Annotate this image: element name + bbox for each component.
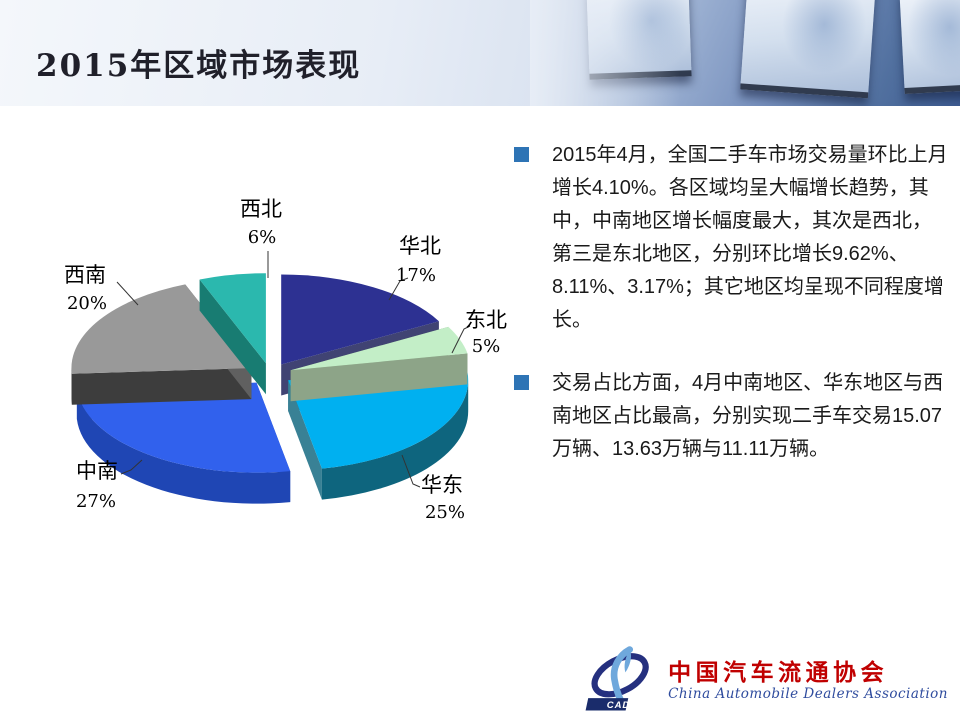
svg-text:27%: 27% (76, 491, 116, 512)
svg-text:华东: 华东 (421, 473, 463, 497)
bullet-marker-icon (514, 147, 529, 162)
cada-logo-icon: CADA (585, 646, 649, 711)
svg-text:17%: 17% (396, 265, 436, 286)
bullet-marker-icon (514, 375, 529, 390)
header-cubes-image (530, 0, 960, 106)
svg-text:华北: 华北 (399, 234, 441, 258)
svg-text:东北: 东北 (465, 308, 507, 332)
svg-text:20%: 20% (67, 293, 107, 314)
header-band: 2015年区域市场表现 (0, 0, 960, 106)
cube-graphic (740, 0, 876, 99)
svg-text:25%: 25% (425, 502, 465, 523)
page-title: 2015年区域市场表现 (36, 48, 362, 84)
svg-text:5%: 5% (472, 336, 501, 357)
logo-en-name: China Automobile Dealers Association (668, 686, 948, 703)
bullet-item-2: 交易占比方面，4月中南地区、华东地区与西南地区占比最高，分别实现二手车交易15.… (514, 367, 948, 466)
svg-text:CADA: CADA (607, 700, 638, 711)
logo-cn-name: 中国汽车流通协会 (668, 659, 889, 686)
region-share-pie-chart: 华北 17% 东北 5% 华东 25% 中南 27% 西南 20% 西北 6% (28, 183, 538, 563)
svg-text:西北: 西北 (240, 197, 282, 221)
cada-logo: CADA 中国汽车流通协会 China Automobile Dealers A… (582, 646, 948, 716)
bullet-item-1: 2015年4月，全国二手车市场交易量环比上月增长4.10%。各区域均呈大幅增长趋… (514, 139, 948, 337)
header-fade (530, 0, 680, 106)
svg-text:6%: 6% (248, 227, 277, 248)
svg-text:中南: 中南 (76, 459, 118, 483)
bullet-text-2: 交易占比方面，4月中南地区、华东地区与西南地区占比最高，分别实现二手车交易15.… (552, 372, 944, 460)
key-points: 2015年4月，全国二手车市场交易量环比上月增长4.10%。各区域均呈大幅增长趋… (514, 139, 948, 496)
bullet-text-1: 2015年4月，全国二手车市场交易量环比上月增长4.10%。各区域均呈大幅增长趋… (552, 144, 948, 331)
cube-graphic (899, 0, 960, 94)
pie-chart-svg: 华北 17% 东北 5% 华东 25% 中南 27% 西南 20% 西北 6% (64, 197, 507, 523)
svg-text:西南: 西南 (64, 263, 106, 287)
